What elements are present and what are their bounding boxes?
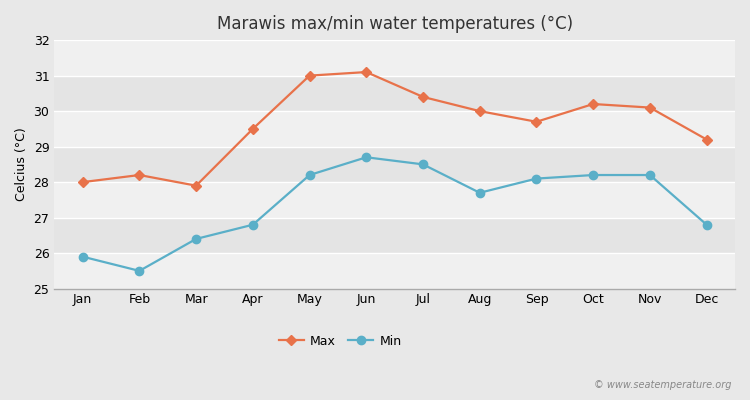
Min (646, 173, 655, 178)
Max (589, 102, 598, 106)
Min (305, 173, 314, 178)
Min (532, 176, 541, 181)
Min (248, 222, 257, 227)
Y-axis label: Celcius (°C): Celcius (°C) (15, 128, 28, 201)
Min (191, 236, 200, 241)
Max (78, 180, 87, 184)
Bar (54, 182, 735, 218)
Max (191, 183, 200, 188)
Min (78, 254, 87, 259)
Max (362, 70, 370, 74)
Min (135, 268, 144, 273)
Title: Marawis max/min water temperatures (°C): Marawis max/min water temperatures (°C) (217, 15, 573, 33)
Min (419, 162, 428, 167)
Max (476, 109, 484, 114)
Bar (54, 147, 735, 182)
Legend: Max, Min: Max, Min (274, 330, 406, 353)
Bar (54, 218, 735, 253)
Bar (54, 111, 735, 147)
Max (305, 73, 314, 78)
Bar (54, 76, 735, 111)
Line: Min: Min (79, 153, 711, 275)
Max (419, 94, 428, 99)
Min (702, 222, 711, 227)
Bar (54, 253, 735, 289)
Max (702, 137, 711, 142)
Bar (54, 40, 735, 76)
Min (476, 190, 484, 195)
Min (589, 173, 598, 178)
Text: © www.seatemperature.org: © www.seatemperature.org (594, 380, 731, 390)
Max (532, 119, 541, 124)
Line: Max: Max (79, 68, 710, 190)
Max (135, 173, 144, 178)
Min (362, 155, 370, 160)
Max (646, 105, 655, 110)
Max (248, 126, 257, 131)
